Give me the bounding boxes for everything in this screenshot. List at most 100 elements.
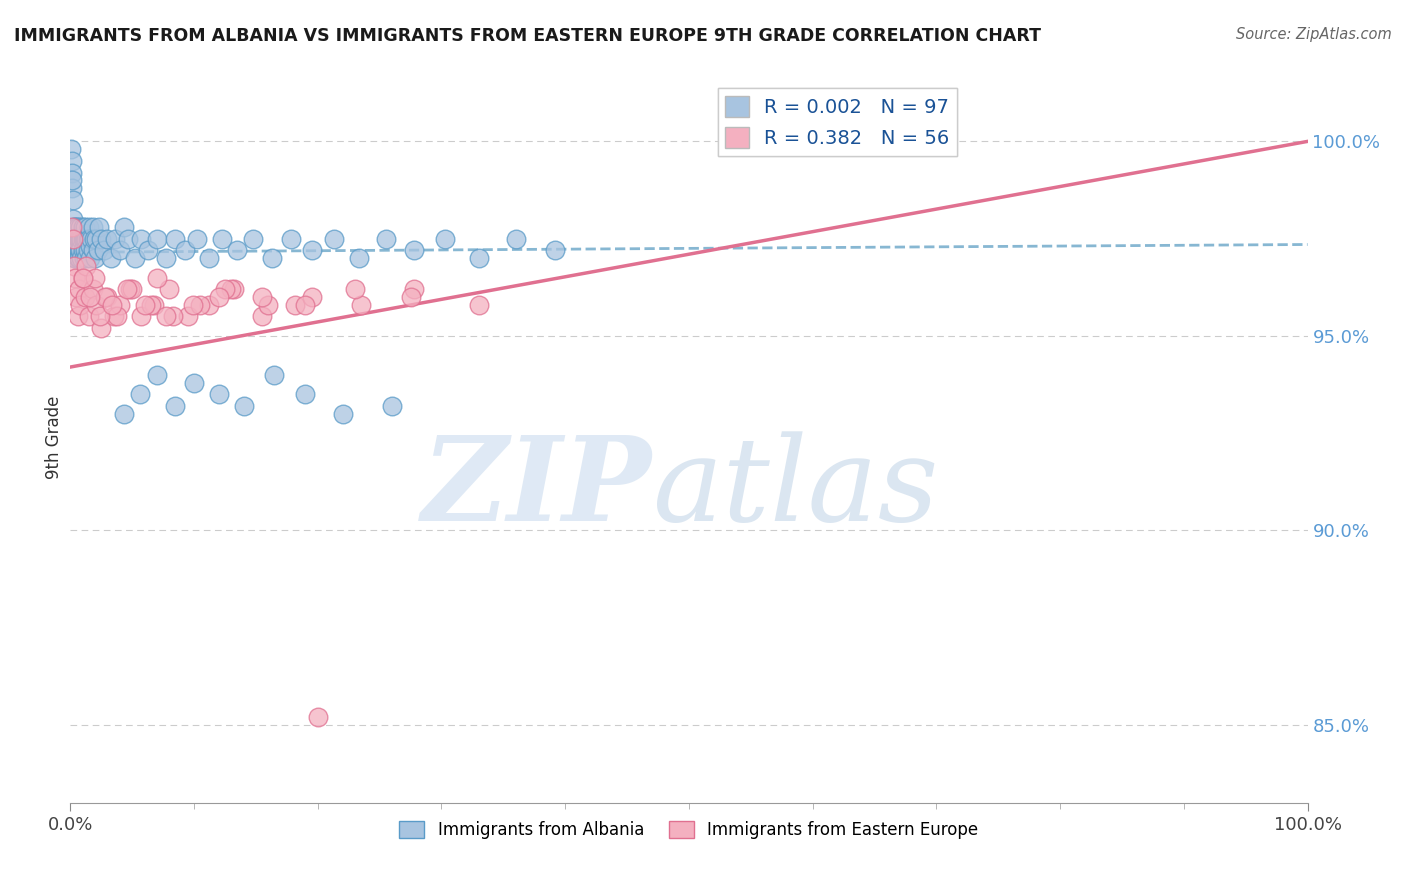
Point	[75, 232, 97, 246]
Point	[76, 232, 98, 246]
Point	[219, 282, 242, 296]
Point	[67, 251, 90, 265]
Point	[146, 368, 169, 382]
Point	[155, 310, 177, 324]
Point	[467, 298, 489, 312]
Point	[75, 219, 97, 234]
Point	[232, 399, 254, 413]
Point	[404, 282, 426, 296]
Point	[72, 244, 94, 258]
Point	[65, 270, 87, 285]
Point	[280, 232, 302, 246]
Point	[186, 232, 208, 246]
Point	[374, 232, 396, 246]
Point	[250, 290, 273, 304]
Text: IMMIGRANTS FROM ALBANIA VS IMMIGRANTS FROM EASTERN EUROPE 9TH GRADE CORRELATION : IMMIGRANTS FROM ALBANIA VS IMMIGRANTS FR…	[14, 27, 1040, 45]
Point	[69, 244, 91, 258]
Point	[222, 282, 245, 296]
Point	[157, 282, 180, 296]
Point	[108, 244, 131, 258]
Point	[73, 251, 96, 265]
Point	[101, 298, 124, 312]
Point	[70, 251, 93, 265]
Point	[62, 193, 84, 207]
Point	[505, 232, 527, 246]
Point	[65, 219, 87, 234]
Point	[165, 399, 187, 413]
Point	[65, 232, 87, 246]
Point	[65, 232, 87, 246]
Point	[146, 270, 169, 285]
Point	[211, 232, 233, 246]
Point	[66, 310, 89, 324]
Point	[83, 232, 105, 246]
Point	[260, 251, 283, 265]
Point	[87, 219, 110, 234]
Point	[66, 219, 89, 234]
Point	[96, 290, 118, 304]
Point	[104, 232, 127, 246]
Point	[322, 232, 344, 246]
Point	[70, 232, 93, 246]
Point	[63, 219, 86, 234]
Point	[63, 251, 86, 265]
Point	[100, 251, 122, 265]
Point	[404, 244, 426, 258]
Point	[75, 232, 97, 246]
Point	[82, 282, 104, 296]
Point	[62, 232, 84, 246]
Point	[301, 290, 323, 304]
Point	[381, 399, 404, 413]
Point	[128, 387, 150, 401]
Point	[183, 376, 205, 390]
Point	[257, 298, 280, 312]
Point	[467, 251, 489, 265]
Point	[65, 219, 87, 234]
Point	[284, 298, 307, 312]
Point	[72, 270, 94, 285]
Point	[79, 239, 101, 253]
Point	[62, 212, 84, 227]
Point	[65, 244, 87, 258]
Point	[198, 251, 221, 265]
Point	[294, 387, 316, 401]
Point	[77, 219, 100, 234]
Point	[76, 244, 98, 258]
Point	[118, 282, 141, 296]
Point	[67, 282, 90, 296]
Point	[112, 407, 135, 421]
Point	[198, 298, 221, 312]
Point	[250, 310, 273, 324]
Legend: R = 0.002   N = 97, R = 0.382   N = 56: R = 0.002 N = 97, R = 0.382 N = 56	[717, 88, 957, 156]
Point	[60, 219, 83, 234]
Point	[121, 282, 143, 296]
Point	[90, 232, 112, 246]
Point	[143, 298, 166, 312]
Point	[89, 310, 111, 324]
Point	[72, 270, 94, 285]
Point	[69, 298, 91, 312]
Point	[69, 219, 91, 234]
Point	[208, 387, 231, 401]
Point	[242, 232, 264, 246]
Point	[90, 321, 112, 335]
Point	[67, 232, 90, 246]
Point	[77, 232, 100, 246]
Point	[263, 368, 285, 382]
Point	[94, 290, 117, 304]
Point	[162, 310, 184, 324]
Point	[208, 290, 231, 304]
Point	[103, 310, 125, 324]
Point	[63, 259, 86, 273]
Point	[105, 310, 128, 324]
Point	[93, 244, 115, 258]
Point	[60, 165, 83, 179]
Text: atlas: atlas	[652, 431, 938, 546]
Point	[75, 259, 97, 273]
Point	[84, 298, 107, 312]
Point	[73, 232, 96, 246]
Point	[96, 232, 118, 246]
Point	[59, 142, 82, 156]
Point	[60, 181, 83, 195]
Point	[181, 298, 204, 312]
